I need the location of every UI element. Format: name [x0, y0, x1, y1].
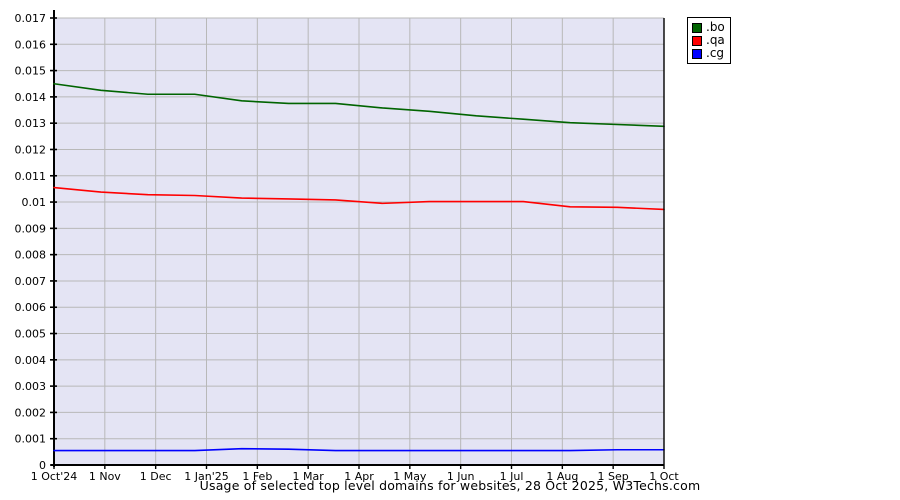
legend-swatch-icon	[692, 48, 702, 59]
x-tick-label: 1 Oct'24	[31, 470, 78, 483]
x-tick-label: 1 Aug	[546, 470, 578, 483]
y-tick-label: 0.008	[15, 249, 47, 262]
y-tick-label: 0.016	[15, 38, 47, 51]
x-tick-label: 1 Oct	[649, 470, 679, 483]
x-tick-label: 1 Sep	[598, 470, 629, 483]
chart-caption: Usage of selected top level domains for …	[199, 478, 701, 493]
y-tick-label: 0.009	[15, 222, 47, 235]
y-tick-label: 0.006	[15, 301, 47, 314]
y-tick-label: 0.014	[15, 91, 47, 104]
y-axis: 0 0.001 0.002 0.003 0.004 0.005 0.006 0.007 0.00…	[15, 12, 57, 472]
legend-swatch-icon	[692, 35, 702, 46]
series-line-bo	[53, 82, 665, 128]
x-tick-label: 1 Jan'25	[184, 470, 228, 483]
x-tick-label: 1 Jun	[447, 470, 475, 483]
chart-legend: .bo .qa .cg	[687, 17, 731, 64]
y-tick-label: 0.015	[15, 65, 47, 78]
y-tick-label: 0.001	[15, 433, 47, 446]
legend-label: .cg	[706, 46, 725, 60]
legend-label: .bo	[706, 20, 725, 34]
y-tick-label: 0.002	[15, 406, 47, 419]
legend-item-cg: .cg	[692, 47, 725, 60]
x-tick-label: 1 Mar	[293, 470, 325, 483]
x-tick-label: 1 Jul	[500, 470, 524, 483]
legend-label: .qa	[706, 33, 725, 47]
y-tick-label: 0.013	[15, 117, 47, 130]
y-tick-label: 0	[39, 459, 46, 472]
y-tick-label: 0.004	[15, 354, 47, 367]
y-tick-label: 0.011	[15, 170, 47, 183]
legend-item-qa: .qa	[692, 34, 725, 47]
y-tick-label: 0.005	[15, 328, 47, 341]
legend-item-bo: .bo	[692, 21, 725, 34]
y-tick-label: 0.012	[15, 143, 47, 156]
legend-swatch-icon	[692, 22, 702, 33]
y-tick-label: 0.01	[22, 196, 47, 209]
x-tick-label: 1 Feb	[242, 470, 272, 483]
x-tick-label: 1 Dec	[140, 470, 172, 483]
x-tick-label: 1 May	[393, 470, 427, 483]
series-line-qa	[53, 186, 665, 211]
series-group	[53, 82, 665, 452]
series-line-cg	[53, 447, 665, 452]
y-tick-label: 0.017	[15, 12, 47, 25]
x-tick-label: 1 Nov	[89, 470, 121, 483]
x-tick-label: 1 Apr	[344, 470, 374, 483]
y-tick-label: 0.007	[15, 275, 47, 288]
x-axis: 1 Oct'24 1 Nov 1 Dec 1 Jan'25 1 Feb 1 Mar 1 Ap…	[31, 465, 679, 483]
y-tick-label: 0.003	[15, 380, 47, 393]
